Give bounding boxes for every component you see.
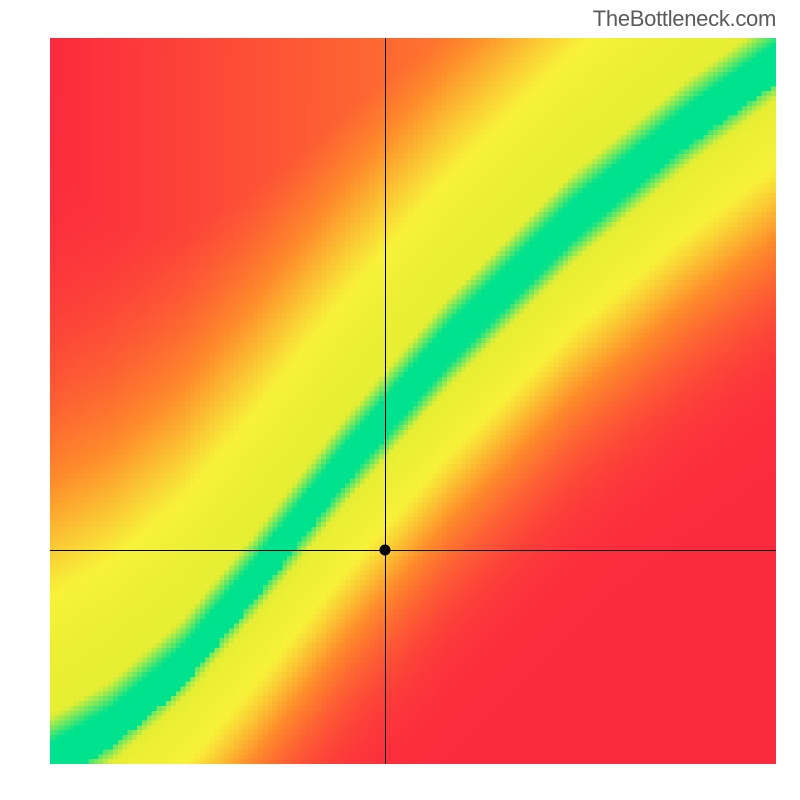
bottleneck-heatmap bbox=[50, 38, 776, 764]
crosshair-vertical bbox=[385, 38, 386, 764]
watermark-text: TheBottleneck.com bbox=[593, 6, 776, 32]
crosshair-horizontal bbox=[50, 550, 776, 551]
crosshair-marker bbox=[380, 544, 391, 555]
heatmap-canvas bbox=[50, 38, 776, 764]
